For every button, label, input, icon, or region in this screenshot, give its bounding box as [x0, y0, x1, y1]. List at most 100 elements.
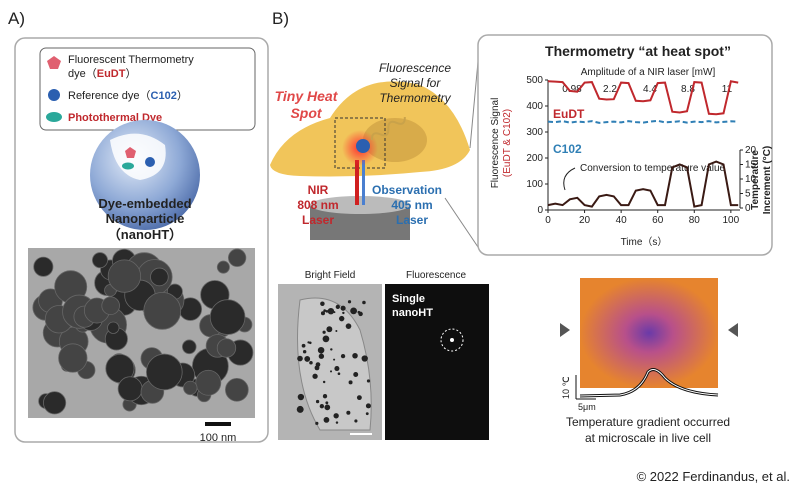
y-tick-label: 500	[526, 75, 543, 86]
debris	[337, 372, 341, 376]
debris	[354, 419, 358, 423]
particle	[43, 391, 67, 415]
y2-tick-label: 0	[745, 203, 751, 214]
chart-frame	[477, 34, 773, 256]
copyright: © 2022 Ferdinandus, et al.	[637, 469, 790, 484]
debris	[353, 371, 359, 377]
x-tick-label: 40	[616, 215, 628, 226]
dye-icon	[145, 157, 155, 167]
debris	[315, 362, 321, 367]
debris	[365, 412, 369, 416]
debris	[315, 421, 319, 425]
debris	[361, 355, 368, 362]
particle	[216, 338, 237, 358]
debris	[318, 353, 325, 359]
y-axis-label: Fluorescence Signal	[490, 98, 501, 189]
debris	[335, 421, 339, 424]
nucleus	[363, 118, 427, 162]
particle	[228, 248, 247, 267]
y-tick-label: 200	[526, 153, 543, 164]
particle	[107, 259, 142, 293]
y-tick-label: 400	[526, 101, 543, 112]
debris	[301, 343, 306, 348]
ellipse-icon	[46, 112, 62, 122]
debris	[312, 373, 318, 379]
debris	[350, 307, 358, 315]
obs-label: 405 nm	[391, 198, 432, 212]
debris	[362, 300, 366, 305]
debris	[333, 413, 339, 419]
particle	[58, 343, 88, 373]
debris	[324, 404, 331, 411]
debris	[335, 304, 340, 309]
debris	[326, 326, 333, 333]
nir-label: Laser	[302, 213, 334, 227]
debris	[329, 370, 333, 373]
annotation: Conversion to temperature value	[580, 163, 726, 174]
panel-label: A)	[8, 9, 25, 28]
debris	[325, 309, 329, 313]
x-tick-label: 100	[723, 215, 740, 226]
series-line	[547, 119, 739, 124]
debris	[348, 380, 353, 385]
scale-label: 10 ℃	[561, 376, 571, 399]
debris	[322, 380, 326, 384]
x-tick-label: 0	[545, 215, 551, 226]
debris	[320, 301, 325, 307]
particle	[33, 256, 54, 277]
debris	[297, 355, 303, 362]
marker	[728, 323, 738, 337]
debris	[304, 356, 311, 362]
panel-label: B)	[272, 9, 289, 28]
debris	[342, 311, 345, 315]
debris	[322, 335, 330, 343]
signal-wave	[370, 117, 406, 141]
x-tick-label: 20	[579, 215, 591, 226]
particle	[143, 291, 182, 330]
debris	[297, 393, 305, 401]
debris	[333, 311, 336, 314]
y-tick-label: 300	[526, 127, 543, 138]
image-label: Fluorescence	[406, 270, 466, 281]
nir-label: NIR	[308, 183, 329, 197]
y2-tick-label: 20	[745, 145, 757, 156]
debris	[340, 305, 346, 311]
laser-beam	[362, 160, 365, 205]
scale-bar	[350, 433, 372, 435]
signal-label: Fluorescence	[379, 61, 451, 75]
heat-label: Tiny Heat	[275, 88, 339, 104]
caption: Nanoparticle	[106, 211, 185, 226]
y2-axis-label: Temperature	[750, 150, 761, 210]
zoom-box	[334, 117, 386, 169]
image-label: Bright Field	[305, 270, 356, 281]
debris	[327, 307, 335, 315]
debris	[345, 323, 352, 330]
y2-tick-label: 15	[745, 160, 757, 171]
scale-label: 5μm	[578, 402, 596, 412]
scale-label: 100 nm	[200, 432, 237, 444]
chart-title: Thermometry “at heat spot”	[545, 43, 731, 59]
amplitude-label: 4.4	[643, 84, 657, 95]
debris	[323, 309, 327, 312]
marker	[560, 323, 570, 337]
debris	[296, 405, 304, 413]
debris	[309, 360, 313, 365]
temperature-profile	[579, 369, 719, 397]
debris	[330, 348, 333, 351]
annotation-arrow	[563, 167, 576, 191]
x-tick-label: 80	[689, 215, 701, 226]
particle	[216, 260, 230, 274]
fluorescence-image	[385, 284, 489, 440]
debris	[322, 394, 328, 399]
debris	[322, 330, 326, 334]
debris	[333, 358, 336, 361]
debris	[319, 404, 325, 409]
x-axis-label: Time（s）	[621, 236, 668, 248]
dye-icon	[125, 147, 136, 158]
legend-text: dye（EuDT）	[68, 67, 136, 80]
debris	[323, 417, 330, 423]
particle	[146, 353, 183, 391]
debris	[317, 346, 325, 354]
laser-beam	[355, 160, 359, 205]
y-axis-label: (EuDT & C102)	[502, 109, 513, 177]
